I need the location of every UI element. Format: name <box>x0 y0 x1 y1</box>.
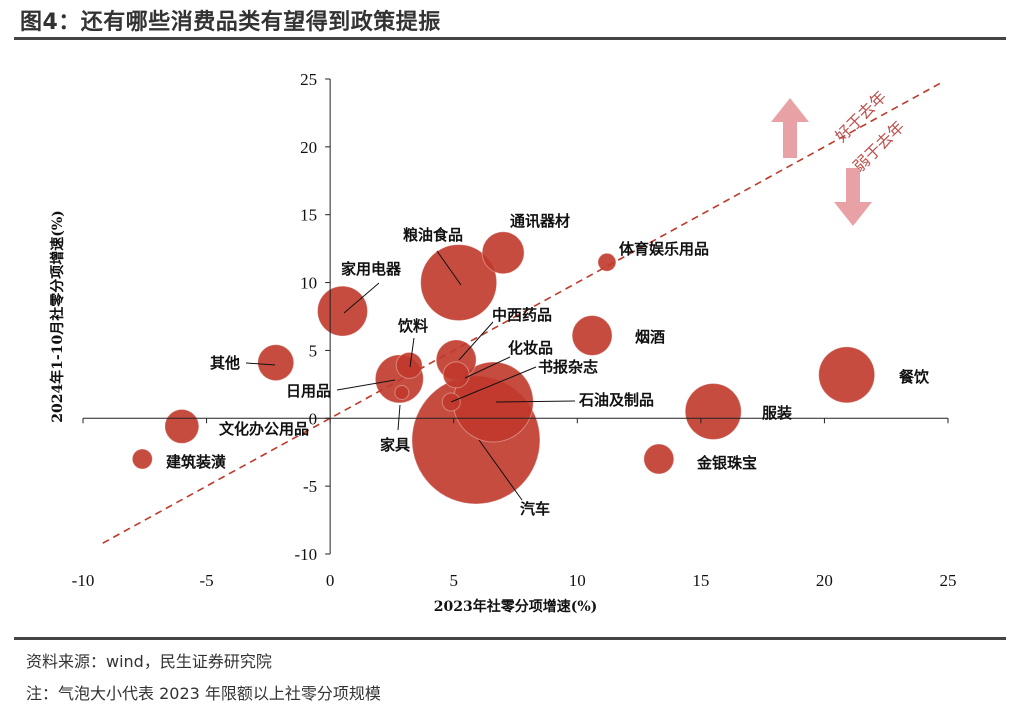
bubble <box>597 252 617 272</box>
bubble-label: 家用电器 <box>341 260 402 278</box>
x-tick-label: 25 <box>940 571 957 590</box>
bubble-label: 粮油食品 <box>403 226 463 244</box>
bubble-label: 日用品 <box>286 382 331 400</box>
y-tick-label: 15 <box>300 206 317 225</box>
leader-line <box>336 379 396 391</box>
bubble <box>317 285 368 337</box>
bubble <box>395 351 423 379</box>
bubble <box>257 344 295 382</box>
bubble-label: 化妆品 <box>508 339 553 357</box>
bubble-label: 烟酒 <box>635 328 665 346</box>
source-note: 资料来源：wind，民生证券研究院 <box>26 652 272 671</box>
figure-title: 图4：还有哪些消费品类有望得到政策提振 <box>20 10 441 35</box>
leader-line <box>478 439 523 501</box>
down-arrow-icon <box>834 168 872 226</box>
bubble <box>420 244 498 322</box>
bubble-label: 汽车 <box>520 500 550 518</box>
bubble <box>818 346 876 404</box>
bubble-label: 服装 <box>762 404 793 422</box>
leader-line <box>464 356 511 379</box>
x-tick-label: 10 <box>569 571 586 590</box>
bubble <box>442 361 470 389</box>
x-axis-label: 2023年社零分项增速(%) <box>434 598 598 615</box>
bubble <box>643 443 675 475</box>
y-tick-label: -10 <box>294 545 317 564</box>
bubble-label: 书报杂志 <box>538 358 598 376</box>
leader-line <box>458 321 494 361</box>
bubble-label: 体育娱乐用品 <box>619 240 709 258</box>
bubble-label: 建筑装潢 <box>166 453 226 471</box>
bubble <box>394 385 410 400</box>
bubble <box>131 448 153 470</box>
reference-line-y-equals-x <box>102 81 944 544</box>
bubble-label: 饮料 <box>397 317 428 335</box>
x-tick-label: -10 <box>72 571 95 590</box>
bubble-label: 家具 <box>380 436 410 454</box>
bubble-label: 金银珠宝 <box>696 454 757 472</box>
y-tick-label: 5 <box>309 341 318 360</box>
size-note: 注：气泡大小代表 2023 年限额以上社零分项规模 <box>26 684 381 703</box>
leader-line <box>495 400 576 403</box>
bubble-label: 通讯器材 <box>510 212 570 230</box>
x-tick-label: 20 <box>816 571 833 590</box>
bubble-label: 餐饮 <box>899 368 930 386</box>
bottom-rule <box>14 637 1006 640</box>
top-rule <box>14 37 1006 40</box>
y-tick-label: 25 <box>300 70 317 89</box>
leader-line <box>343 282 380 314</box>
x-tick-label: 0 <box>326 571 335 590</box>
x-tick-label: 5 <box>449 571 458 590</box>
y-axis-label: 2024年1-10月社零分项增速(%) <box>49 210 66 423</box>
bubble <box>571 315 613 356</box>
x-tick-label: 15 <box>692 571 709 590</box>
bubble-label: 文化办公用品 <box>219 420 309 438</box>
axes-layer: -10 -5 0 5 10 15 20 25 -10 -5 0 5 10 15 20 25 <box>72 70 957 590</box>
up-arrow-icon <box>771 98 809 158</box>
bubble <box>164 408 200 444</box>
y-tick-label: 20 <box>300 138 317 157</box>
leader-line <box>436 250 462 286</box>
bubble <box>684 383 742 440</box>
reference-line-layer <box>102 81 944 544</box>
bubble-label: 其他 <box>210 354 240 372</box>
bubble-label: 石油及制品 <box>578 391 654 409</box>
leader-line <box>397 404 401 431</box>
bubbles-layer <box>131 231 876 505</box>
y-tick-label: -5 <box>303 477 317 496</box>
leader-line <box>450 366 537 403</box>
leader-line <box>245 362 276 366</box>
bubble-label: 中西药品 <box>492 306 552 324</box>
bubble <box>481 231 525 275</box>
y-tick-label: 0 <box>309 409 318 428</box>
leader-line <box>409 337 415 368</box>
x-tick-label: -5 <box>199 571 213 590</box>
y-tick-label: 10 <box>300 274 317 293</box>
